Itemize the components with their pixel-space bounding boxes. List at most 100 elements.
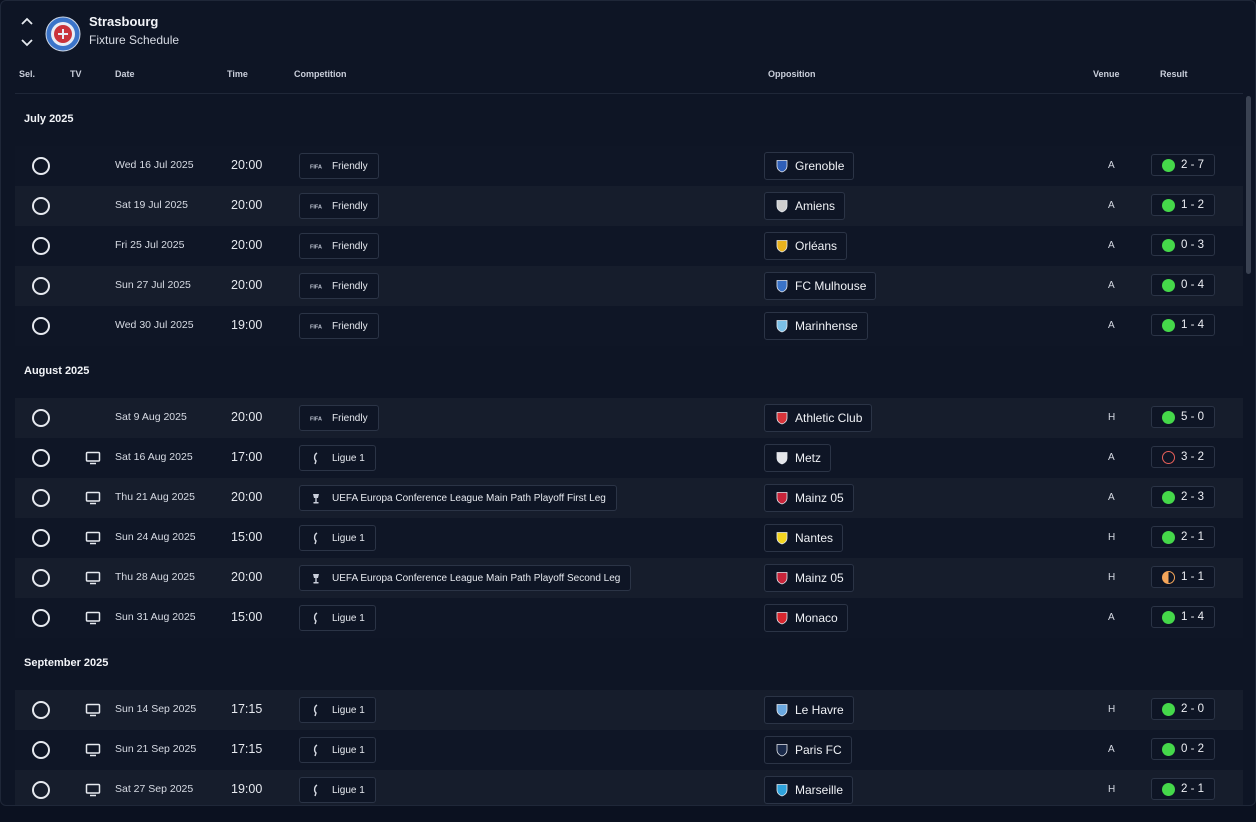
competition-chip[interactable]: Ligue 1 [299,605,376,631]
result-chip[interactable]: 0 - 3 [1151,234,1215,256]
col-opposition[interactable]: Opposition [768,69,816,79]
opposition-chip[interactable]: Le Havre [764,696,854,724]
competition-chip[interactable]: Ligue 1 [299,445,376,471]
opposition-chip[interactable]: Orléans [764,232,848,260]
result-score: 3 - 2 [1181,451,1205,463]
table-row[interactable]: Sun 27 Jul 2025 20:00 FIFA Friendly FC Mulho… [15,266,1243,306]
select-radio[interactable] [32,701,50,719]
select-radio[interactable] [32,277,50,295]
fixture-time: 19:00 [231,318,263,332]
competition-chip[interactable]: Ligue 1 [299,777,376,803]
table-row[interactable]: Sat 19 Jul 2025 20:00 FIFA Friendly Amiens A 1… [15,186,1243,226]
result-chip[interactable]: 2 - 1 [1151,778,1215,800]
result-chip[interactable]: 3 - 2 [1151,446,1215,468]
result-chip[interactable]: 1 - 4 [1151,314,1215,336]
opposition-chip[interactable]: Marinhense [764,312,868,340]
result-chip[interactable]: 2 - 1 [1151,526,1215,548]
competition-chip[interactable]: Ligue 1 [299,697,376,723]
col-time[interactable]: Time [227,69,248,79]
select-radio[interactable] [32,781,50,799]
table-row[interactable]: Wed 16 Jul 2025 20:00 FIFA Friendly Grenoble… [15,146,1243,186]
competition-chip[interactable]: FIFA Friendly [299,313,379,339]
opponent-crest-icon [775,783,789,797]
opposition-chip[interactable]: Athletic Club [764,404,873,432]
competition-chip[interactable]: FIFA Friendly [299,273,379,299]
table-row[interactable]: Wed 30 Jul 2025 19:00 FIFA Friendly Marinhen… [15,306,1243,346]
opponent-crest-icon [775,743,789,757]
col-tv[interactable]: TV [70,69,82,79]
select-radio[interactable] [32,317,50,335]
fixture-date: Sun 21 Sep 2025 [115,743,197,755]
table-row[interactable]: Sat 27 Sep 2025 19:00 Ligue 1 Marseille H 2 -… [15,770,1243,805]
result-chip[interactable]: 2 - 0 [1151,698,1215,720]
result-score: 1 - 4 [1181,319,1205,331]
col-sel[interactable]: Sel. [19,69,36,79]
result-chip[interactable]: 1 - 2 [1151,194,1215,216]
fixture-date: Sun 24 Aug 2025 [115,531,196,543]
result-chip[interactable]: 2 - 7 [1151,154,1215,176]
chevron-down-icon[interactable] [20,38,34,48]
table-row[interactable]: Sun 14 Sep 2025 17:15 Ligue 1 Le Havre H 2 - … [15,690,1243,730]
select-radio[interactable] [32,569,50,587]
fixture-time: 20:00 [231,570,263,584]
table-row[interactable]: Sun 21 Sep 2025 17:15 Ligue 1 Paris FC A 0 - … [15,730,1243,770]
opposition-chip[interactable]: FC Mulhouse [764,272,877,300]
competition-chip[interactable]: FIFA Friendly [299,153,379,179]
opposition-chip[interactable]: Mainz 05 [764,484,854,512]
competition-chip[interactable]: UEFA Europa Conference League Main Path … [299,485,617,511]
ligue1-icon [308,531,324,544]
result-chip[interactable]: 0 - 2 [1151,738,1215,760]
select-radio[interactable] [32,197,50,215]
col-result[interactable]: Result [1160,69,1188,79]
opposition-chip[interactable]: Mainz 05 [764,564,854,592]
table-row[interactable]: Sun 31 Aug 2025 15:00 Ligue 1 Monaco A 1 - 4 [15,598,1243,638]
select-radio[interactable] [32,741,50,759]
table-row[interactable]: Sat 9 Aug 2025 20:00 FIFA Friendly Athletic … [15,398,1243,438]
result-chip[interactable]: 2 - 3 [1151,486,1215,508]
tv-icon [85,531,101,545]
competition-chip[interactable]: Ligue 1 [299,737,376,763]
opposition-chip[interactable]: Nantes [764,524,844,552]
scrollbar-thumb[interactable] [1246,96,1251,274]
table-row[interactable]: Sun 24 Aug 2025 15:00 Ligue 1 Nantes H 2 - 1 [15,518,1243,558]
opposition-chip[interactable]: Grenoble [764,152,855,180]
venue: A [1108,240,1115,251]
table-row[interactable]: Fri 25 Jul 2025 20:00 FIFA Friendly Orléans A… [15,226,1243,266]
opposition-chip[interactable]: Paris FC [764,736,852,764]
competition-chip[interactable]: FIFA Friendly [299,233,379,259]
result-chip[interactable]: 0 - 4 [1151,274,1215,296]
fixture-time: 20:00 [231,410,263,424]
venue: A [1108,200,1115,211]
competition-chip[interactable]: FIFA Friendly [299,193,379,219]
competition-chip[interactable]: Ligue 1 [299,525,376,551]
table-row[interactable]: Sat 16 Aug 2025 17:00 Ligue 1 Metz A 3 - 2 [15,438,1243,478]
fixture-date: Thu 28 Aug 2025 [115,571,195,583]
col-competition[interactable]: Competition [294,69,347,79]
result-chip[interactable]: 1 - 1 [1151,566,1215,588]
opposition-chip[interactable]: Marseille [764,776,854,804]
result-chip[interactable]: 1 - 4 [1151,606,1215,628]
opposition-chip[interactable]: Amiens [764,192,846,220]
select-radio[interactable] [32,409,50,427]
table-row[interactable]: Thu 28 Aug 2025 20:00 UEFA Europa Conferen… [15,558,1243,598]
competition-chip[interactable]: FIFA Friendly [299,405,379,431]
result-chip[interactable]: 5 - 0 [1151,406,1215,428]
competition-label: Ligue 1 [332,784,365,796]
fixture-time: 20:00 [231,490,263,504]
opposition-label: FC Mulhouse [795,279,867,293]
opposition-chip[interactable]: Metz [764,444,832,472]
select-radio[interactable] [32,609,50,627]
select-radio[interactable] [32,529,50,547]
opponent-crest-icon [775,159,789,173]
competition-chip[interactable]: UEFA Europa Conference League Main Path … [299,565,632,591]
chevron-up-icon[interactable] [20,16,34,26]
col-date[interactable]: Date [115,69,135,79]
fixture-date: Wed 30 Jul 2025 [115,319,194,331]
select-radio[interactable] [32,449,50,467]
select-radio[interactable] [32,157,50,175]
table-row[interactable]: Thu 21 Aug 2025 20:00 UEFA Europa Conferen… [15,478,1243,518]
opposition-chip[interactable]: Monaco [764,604,848,632]
select-radio[interactable] [32,489,50,507]
select-radio[interactable] [32,237,50,255]
col-venue[interactable]: Venue [1093,69,1120,79]
